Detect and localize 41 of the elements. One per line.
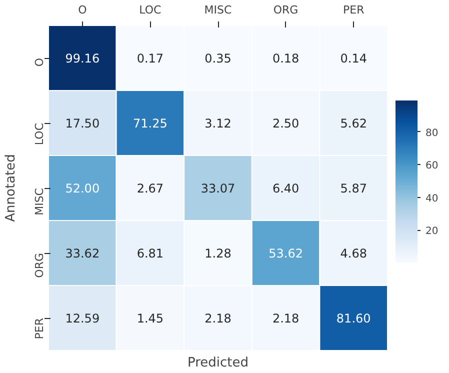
y-tick-label: ORG xyxy=(33,252,46,278)
data-label: 5.87 xyxy=(340,182,367,196)
data-label: 52.00 xyxy=(65,182,100,196)
data-label: 3.12 xyxy=(204,116,232,130)
y-tick-label: MISC xyxy=(33,188,46,216)
data-label: 6.81 xyxy=(136,246,164,260)
y-tick-label: O xyxy=(33,58,46,67)
data-label: 81.60 xyxy=(336,312,371,326)
data-label: 0.18 xyxy=(272,52,300,66)
data-label: 33.62 xyxy=(65,246,100,260)
color-bar-label: 20 xyxy=(426,226,438,238)
data-label: 1.45 xyxy=(136,312,164,326)
x-tick-label: ORG xyxy=(273,4,298,16)
data-label: 2.50 xyxy=(272,116,300,130)
y-tick-label: LOC xyxy=(33,122,46,146)
data-label: 12.59 xyxy=(65,312,100,326)
data-label: 0.17 xyxy=(136,52,164,66)
data-label: 33.07 xyxy=(200,182,236,196)
data-label: 4.68 xyxy=(340,246,367,260)
data-label: 2.67 xyxy=(136,182,164,196)
data-label: 53.62 xyxy=(268,246,303,260)
x-tick-label: LOC xyxy=(139,4,162,16)
color-bar-label: 80 xyxy=(426,128,438,139)
data-label: 2.18 xyxy=(204,312,232,326)
data-label: 2.18 xyxy=(272,312,300,326)
y-tick-label: PER xyxy=(33,318,46,340)
x-axis-title: Predicted xyxy=(187,356,249,370)
data-label: 99.16 xyxy=(65,52,100,66)
data-label: 71.25 xyxy=(133,116,168,130)
data-label: 6.40 xyxy=(272,182,300,196)
data-label: 0.35 xyxy=(204,52,232,66)
data-label: 1.28 xyxy=(204,246,232,260)
data-label: 17.50 xyxy=(65,116,100,130)
x-tick-label: PER xyxy=(342,4,365,16)
x-tick-label: O xyxy=(78,4,88,16)
data-label: 0.14 xyxy=(340,52,367,66)
color-bar-label: 60 xyxy=(426,160,438,172)
color-bar-label: 40 xyxy=(426,193,438,204)
x-tick-label: MISC xyxy=(204,4,232,16)
data-label: 5.62 xyxy=(340,116,367,130)
y-axis-title: Annotated xyxy=(4,154,18,222)
